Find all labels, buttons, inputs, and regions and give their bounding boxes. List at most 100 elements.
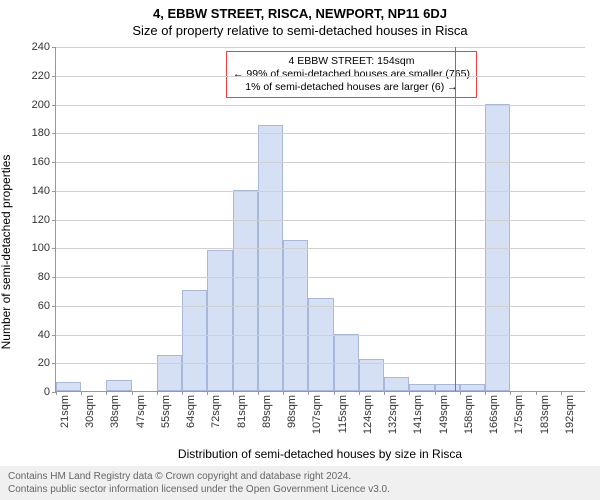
histogram-bar	[384, 377, 409, 391]
x-axis-label: Distribution of semi-detached houses by …	[55, 447, 585, 461]
gridline	[56, 191, 585, 192]
histogram-bar	[334, 334, 359, 392]
histogram-bar	[460, 384, 485, 391]
annotation-box: 4 EBBW STREET: 154sqm ← 99% of semi-deta…	[226, 51, 477, 98]
ytick-mark	[52, 133, 56, 134]
xtick-label: 81sqm	[236, 395, 248, 428]
histogram-bar	[435, 384, 460, 391]
histogram-bar	[409, 384, 434, 391]
gridline	[56, 162, 585, 163]
xtick-label: 47sqm	[135, 395, 147, 428]
xtick-mark	[81, 391, 82, 395]
ytick-mark	[52, 363, 56, 364]
histogram-bar	[485, 104, 510, 392]
xtick-label: 72sqm	[210, 395, 222, 428]
xtick-mark	[233, 391, 234, 395]
xtick-mark	[56, 391, 57, 395]
footer-line1: Contains HM Land Registry data © Crown c…	[8, 470, 592, 483]
xtick-label: 38sqm	[109, 395, 121, 428]
ytick-mark	[52, 47, 56, 48]
gridline	[56, 133, 585, 134]
ytick-label: 220	[32, 70, 50, 82]
xtick-mark	[334, 391, 335, 395]
gridline	[56, 47, 585, 48]
annot-line2: ← 99% of semi-detached houses are smalle…	[233, 68, 470, 81]
gridline	[56, 277, 585, 278]
xtick-mark	[435, 391, 436, 395]
ytick-label: 60	[38, 300, 50, 312]
ytick-mark	[52, 162, 56, 163]
gridline	[56, 105, 585, 106]
ytick-label: 100	[32, 242, 50, 254]
xtick-mark	[485, 391, 486, 395]
xtick-label: 166sqm	[488, 395, 500, 434]
xtick-label: 55sqm	[160, 395, 172, 428]
xtick-mark	[510, 391, 511, 395]
xtick-label: 89sqm	[261, 395, 273, 428]
xtick-label: 64sqm	[185, 395, 197, 428]
xtick-mark	[258, 391, 259, 395]
gridline	[56, 220, 585, 221]
xtick-mark	[409, 391, 410, 395]
ytick-label: 240	[32, 41, 50, 53]
xtick-mark	[283, 391, 284, 395]
ytick-label: 0	[44, 386, 50, 398]
plot-region: 4 EBBW STREET: 154sqm ← 99% of semi-deta…	[55, 47, 585, 392]
ytick-mark	[52, 248, 56, 249]
xtick-label: 141sqm	[412, 395, 424, 434]
footer-line2: Contains public sector information licen…	[8, 483, 592, 496]
y-axis-label: Number of semi-detached properties	[0, 155, 13, 350]
ytick-mark	[52, 220, 56, 221]
xtick-mark	[460, 391, 461, 395]
histogram-bar	[157, 355, 182, 391]
gridline	[56, 363, 585, 364]
gridline	[56, 248, 585, 249]
histogram-bar	[308, 298, 333, 391]
xtick-label: 30sqm	[84, 395, 96, 428]
ytick-mark	[52, 76, 56, 77]
xtick-label: 98sqm	[286, 395, 298, 428]
xtick-mark	[384, 391, 385, 395]
xtick-label: 192sqm	[564, 395, 576, 434]
xtick-mark	[106, 391, 107, 395]
xtick-label: 124sqm	[362, 395, 374, 434]
ytick-label: 20	[38, 357, 50, 369]
histogram-bar	[258, 125, 283, 391]
xtick-mark	[157, 391, 158, 395]
ytick-label: 180	[32, 127, 50, 139]
annot-line1: 4 EBBW STREET: 154sqm	[233, 55, 470, 68]
gridline	[56, 306, 585, 307]
ytick-label: 80	[38, 271, 50, 283]
ytick-label: 200	[32, 99, 50, 111]
histogram-bar	[106, 380, 131, 392]
xtick-mark	[308, 391, 309, 395]
ytick-mark	[52, 191, 56, 192]
xtick-mark	[132, 391, 133, 395]
xtick-label: 132sqm	[387, 395, 399, 434]
annot-line3: 1% of semi-detached houses are larger (6…	[233, 81, 470, 94]
ytick-mark	[52, 277, 56, 278]
ytick-mark	[52, 105, 56, 106]
histogram-bar	[207, 250, 232, 391]
ytick-mark	[52, 335, 56, 336]
ytick-label: 40	[38, 329, 50, 341]
xtick-mark	[561, 391, 562, 395]
xtick-label: 175sqm	[513, 395, 525, 434]
chart-area: Number of semi-detached properties 4 EBB…	[0, 42, 600, 462]
chart-subtitle: Size of property relative to semi-detach…	[0, 21, 600, 42]
footer: Contains HM Land Registry data © Crown c…	[0, 466, 600, 500]
xtick-label: 158sqm	[463, 395, 475, 434]
gridline	[56, 335, 585, 336]
xtick-label: 183sqm	[539, 395, 551, 434]
xtick-mark	[207, 391, 208, 395]
address-title: 4, EBBW STREET, RISCA, NEWPORT, NP11 6DJ	[0, 0, 600, 21]
ytick-label: 120	[32, 214, 50, 226]
histogram-bar	[283, 240, 308, 391]
xtick-label: 115sqm	[337, 395, 349, 433]
ytick-mark	[52, 306, 56, 307]
ytick-label: 160	[32, 156, 50, 168]
gridline	[56, 76, 585, 77]
reference-line	[455, 47, 456, 391]
xtick-label: 21sqm	[59, 395, 71, 428]
xtick-label: 107sqm	[311, 395, 323, 434]
